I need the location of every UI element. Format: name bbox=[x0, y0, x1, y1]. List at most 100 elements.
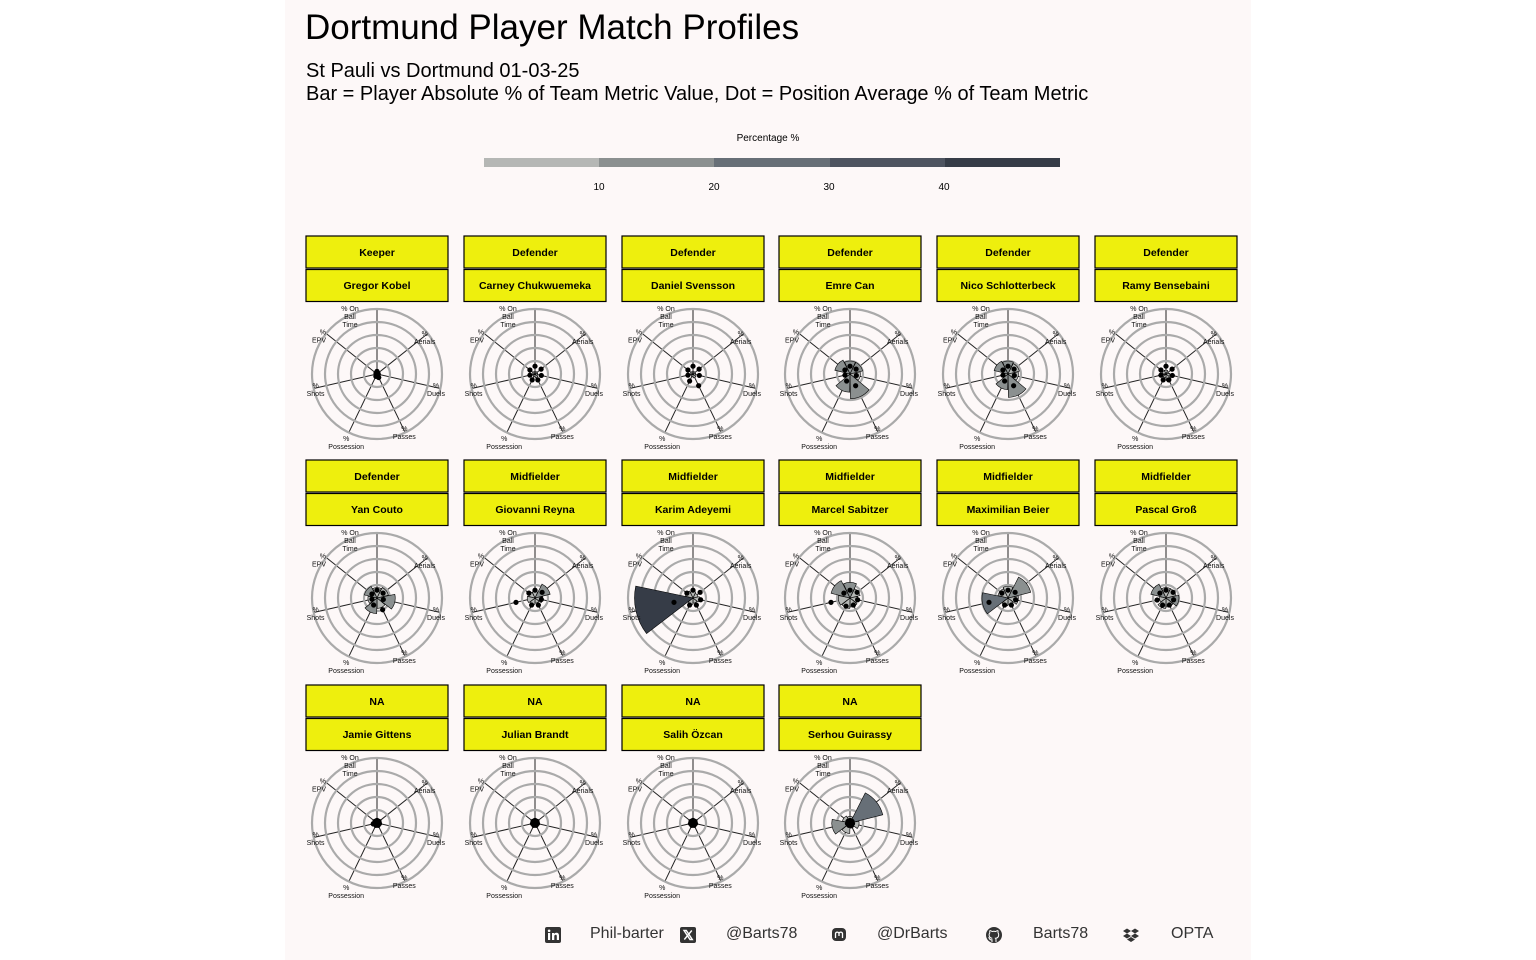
axis-label-line: Ball bbox=[1133, 314, 1145, 321]
position-average-dot bbox=[1000, 367, 1006, 373]
axis-label-line: EPV bbox=[785, 562, 799, 569]
axis-label-line: Shots bbox=[307, 615, 325, 622]
position-average-dot bbox=[380, 607, 386, 613]
radial-spoke bbox=[534, 373, 599, 389]
axis-label-line: % bbox=[717, 426, 723, 433]
axis-label: % Aerials bbox=[414, 555, 436, 570]
strip-player-label: Serhou Guirassy bbox=[808, 729, 892, 741]
axis-label-line: Passes bbox=[866, 658, 889, 665]
radial-spoke bbox=[849, 822, 914, 838]
axis-label: % Duels bbox=[585, 832, 603, 847]
radial-ring bbox=[520, 359, 550, 389]
axis-label: % Duels bbox=[743, 607, 761, 622]
axis-label-line: Time bbox=[500, 771, 515, 778]
radial-spoke bbox=[325, 333, 378, 375]
axis-label-line: % bbox=[591, 832, 597, 839]
legend-swatch-4 bbox=[829, 158, 945, 167]
strip-player-box bbox=[778, 717, 922, 752]
radial-ring bbox=[310, 531, 444, 665]
axis-label-line: Ball bbox=[344, 538, 356, 545]
radial-spoke bbox=[821, 822, 851, 882]
axis-label: % Passes bbox=[551, 650, 574, 665]
position-average-dot bbox=[1171, 597, 1177, 603]
strip-position-label: NA bbox=[369, 696, 385, 708]
axis-label-line: % bbox=[1053, 331, 1059, 338]
strip-position-box bbox=[1094, 235, 1238, 269]
strip-player-box bbox=[1094, 492, 1238, 527]
axis-label: % Shots bbox=[623, 607, 641, 622]
radial-spoke bbox=[534, 822, 564, 882]
axis-label: % Passes bbox=[1024, 426, 1047, 441]
axis-label: % EPV bbox=[470, 779, 484, 794]
strip-position-label: Defender bbox=[354, 471, 400, 483]
radial-ring bbox=[639, 320, 747, 428]
axis-label-line: % bbox=[943, 383, 949, 390]
axis-label-line: EPV bbox=[470, 562, 484, 569]
position-average-dot bbox=[380, 596, 386, 603]
axis-label: % Aerials bbox=[887, 331, 909, 346]
position-average-dot bbox=[986, 599, 992, 605]
axis-label: % EPV bbox=[943, 554, 957, 569]
strip-player-box bbox=[778, 268, 922, 303]
radial-ring bbox=[639, 769, 747, 877]
position-average-dot bbox=[369, 596, 375, 602]
axis-label: % Duels bbox=[427, 832, 445, 847]
radial-spoke bbox=[786, 373, 851, 389]
axis-label-line: % bbox=[312, 383, 318, 390]
position-average-dot bbox=[844, 378, 850, 384]
axis-label: % Shots bbox=[938, 607, 956, 622]
axis-label-line: EPV bbox=[1101, 338, 1115, 345]
axis-label-line: Shots bbox=[465, 615, 483, 622]
radial-spoke bbox=[1102, 373, 1167, 389]
axis-label: % Possession bbox=[486, 436, 522, 451]
radial-spoke bbox=[692, 373, 757, 389]
axis-label-line: % On bbox=[657, 755, 675, 762]
axis-label-line: Passes bbox=[1024, 658, 1047, 665]
axis-label-line: Duels bbox=[427, 615, 445, 622]
axis-label-line: % bbox=[478, 330, 484, 337]
strip-position-label: Midfielder bbox=[668, 471, 718, 483]
axis-label-line: % bbox=[1132, 436, 1138, 443]
position-average-dot bbox=[532, 587, 538, 593]
radial-ring bbox=[796, 544, 904, 652]
radial-ring bbox=[349, 795, 405, 851]
axis-label-line: Time bbox=[342, 322, 357, 329]
axis-label: % Duels bbox=[900, 607, 918, 622]
strip-position-box bbox=[936, 235, 1080, 269]
radial-ring bbox=[468, 531, 602, 665]
radial-ring bbox=[1112, 544, 1220, 652]
position-average-dot bbox=[850, 602, 856, 608]
legend-swatch-5 bbox=[944, 158, 1061, 167]
radial-ring bbox=[783, 756, 917, 890]
axis-label-line: % bbox=[749, 832, 755, 839]
radial-spoke bbox=[534, 373, 564, 433]
radial-ring bbox=[481, 544, 589, 652]
axis-label-line: Aerials bbox=[1045, 339, 1067, 346]
legend-swatch-2 bbox=[599, 158, 715, 167]
axis-label-line: Possession bbox=[959, 668, 995, 675]
axis-label-line: Aerials bbox=[887, 788, 909, 795]
strip-player-label: Julian Brandt bbox=[501, 729, 569, 741]
axis-label-line: Shots bbox=[465, 840, 483, 847]
axis-label: % EPV bbox=[470, 330, 484, 345]
position-average-dot bbox=[369, 591, 375, 597]
strip-position-box bbox=[305, 684, 449, 718]
axis-label: % Duels bbox=[1058, 607, 1076, 622]
mastodon-icon bbox=[832, 928, 846, 941]
axis-label-line: Duels bbox=[1216, 615, 1234, 622]
position-average-dot bbox=[1000, 372, 1006, 378]
axis-label: % Possession bbox=[1117, 436, 1153, 451]
position-average-dot bbox=[1013, 597, 1019, 603]
axis-label-line: % bbox=[785, 383, 791, 390]
strip-player-box bbox=[621, 268, 765, 303]
axis-label-line: Shots bbox=[1096, 391, 1114, 398]
axis-label-line: % bbox=[636, 554, 642, 561]
axis-label-line: Shots bbox=[1096, 615, 1114, 622]
position-average-dot bbox=[853, 372, 859, 379]
radial-spoke bbox=[1165, 333, 1218, 375]
position-average-dot bbox=[696, 383, 702, 389]
position-average-dot bbox=[1158, 367, 1164, 373]
radial-ring bbox=[468, 756, 602, 890]
position-average-dot bbox=[372, 818, 378, 824]
